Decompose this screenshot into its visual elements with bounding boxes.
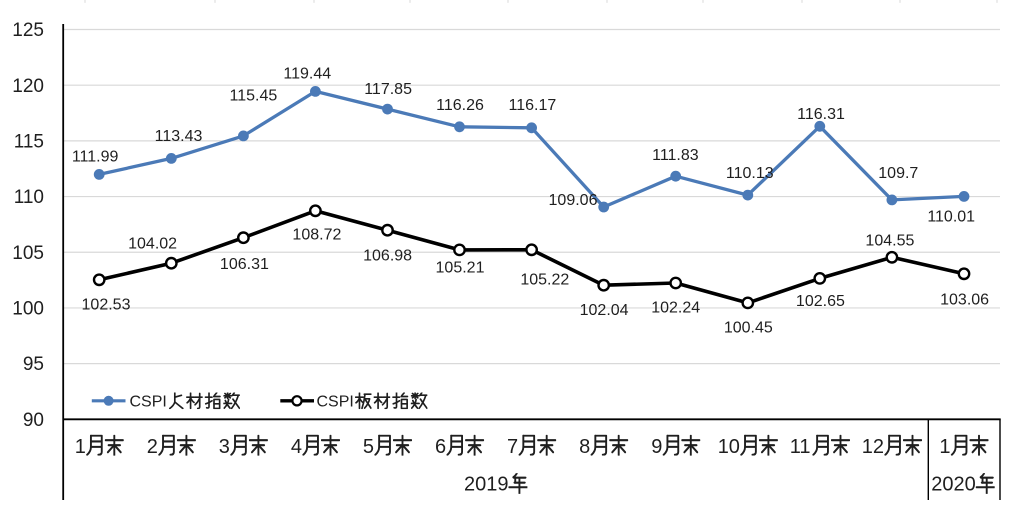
svg-text:3: 3 — [219, 436, 230, 458]
svg-text:110.13: 110.13 — [726, 165, 774, 182]
svg-text:100: 100 — [12, 299, 44, 320]
svg-text:104.02: 104.02 — [128, 236, 177, 253]
svg-text:103.06: 103.06 — [940, 291, 989, 308]
svg-text:108.72: 108.72 — [292, 227, 341, 244]
svg-text:10: 10 — [718, 436, 740, 458]
svg-text:111.83: 111.83 — [652, 147, 699, 164]
svg-text:CSPI: CSPI — [130, 394, 167, 411]
svg-text:115: 115 — [14, 132, 44, 153]
svg-text:105.22: 105.22 — [520, 271, 569, 288]
svg-text:7: 7 — [507, 436, 518, 458]
svg-text:5: 5 — [363, 436, 374, 458]
svg-text:102.04: 102.04 — [580, 302, 629, 319]
svg-text:119.44: 119.44 — [283, 65, 331, 82]
svg-text:106.98: 106.98 — [363, 247, 412, 264]
svg-text:102.53: 102.53 — [82, 297, 131, 314]
svg-text:120: 120 — [12, 76, 44, 97]
svg-text:113.43: 113.43 — [155, 128, 203, 145]
svg-text:1: 1 — [939, 436, 950, 458]
svg-text:116.26: 116.26 — [436, 97, 484, 114]
svg-text:115.45: 115.45 — [230, 88, 278, 105]
svg-text:104.55: 104.55 — [865, 232, 914, 249]
svg-text:110.01: 110.01 — [927, 209, 975, 226]
svg-text:CSPI: CSPI — [317, 394, 354, 411]
svg-text:11: 11 — [790, 436, 811, 458]
svg-text:9: 9 — [651, 436, 662, 458]
svg-text:117.85: 117.85 — [364, 81, 412, 98]
svg-text:105: 105 — [12, 243, 44, 264]
svg-text:110: 110 — [14, 187, 44, 208]
svg-text:90: 90 — [23, 410, 44, 431]
svg-text:125: 125 — [12, 20, 44, 41]
svg-text:109.06: 109.06 — [549, 192, 598, 209]
svg-text:8: 8 — [579, 436, 590, 458]
svg-text:102.65: 102.65 — [796, 293, 845, 310]
svg-text:95: 95 — [23, 354, 44, 375]
svg-text:106.31: 106.31 — [220, 256, 269, 273]
svg-text:116.31: 116.31 — [797, 106, 845, 123]
svg-text:111.99: 111.99 — [72, 148, 119, 165]
svg-text:6: 6 — [435, 436, 446, 458]
svg-text:100.45: 100.45 — [724, 320, 773, 337]
svg-text:4: 4 — [291, 436, 302, 458]
svg-text:12: 12 — [862, 436, 884, 458]
svg-text:2020: 2020 — [931, 474, 976, 496]
svg-text:1: 1 — [75, 436, 86, 458]
svg-text:116.17: 116.17 — [509, 97, 557, 114]
svg-text:102.24: 102.24 — [651, 300, 700, 317]
svg-text:2: 2 — [147, 436, 158, 458]
svg-text:2019: 2019 — [464, 474, 509, 496]
svg-text:109.7: 109.7 — [878, 165, 918, 182]
svg-text:105.21: 105.21 — [436, 259, 485, 276]
